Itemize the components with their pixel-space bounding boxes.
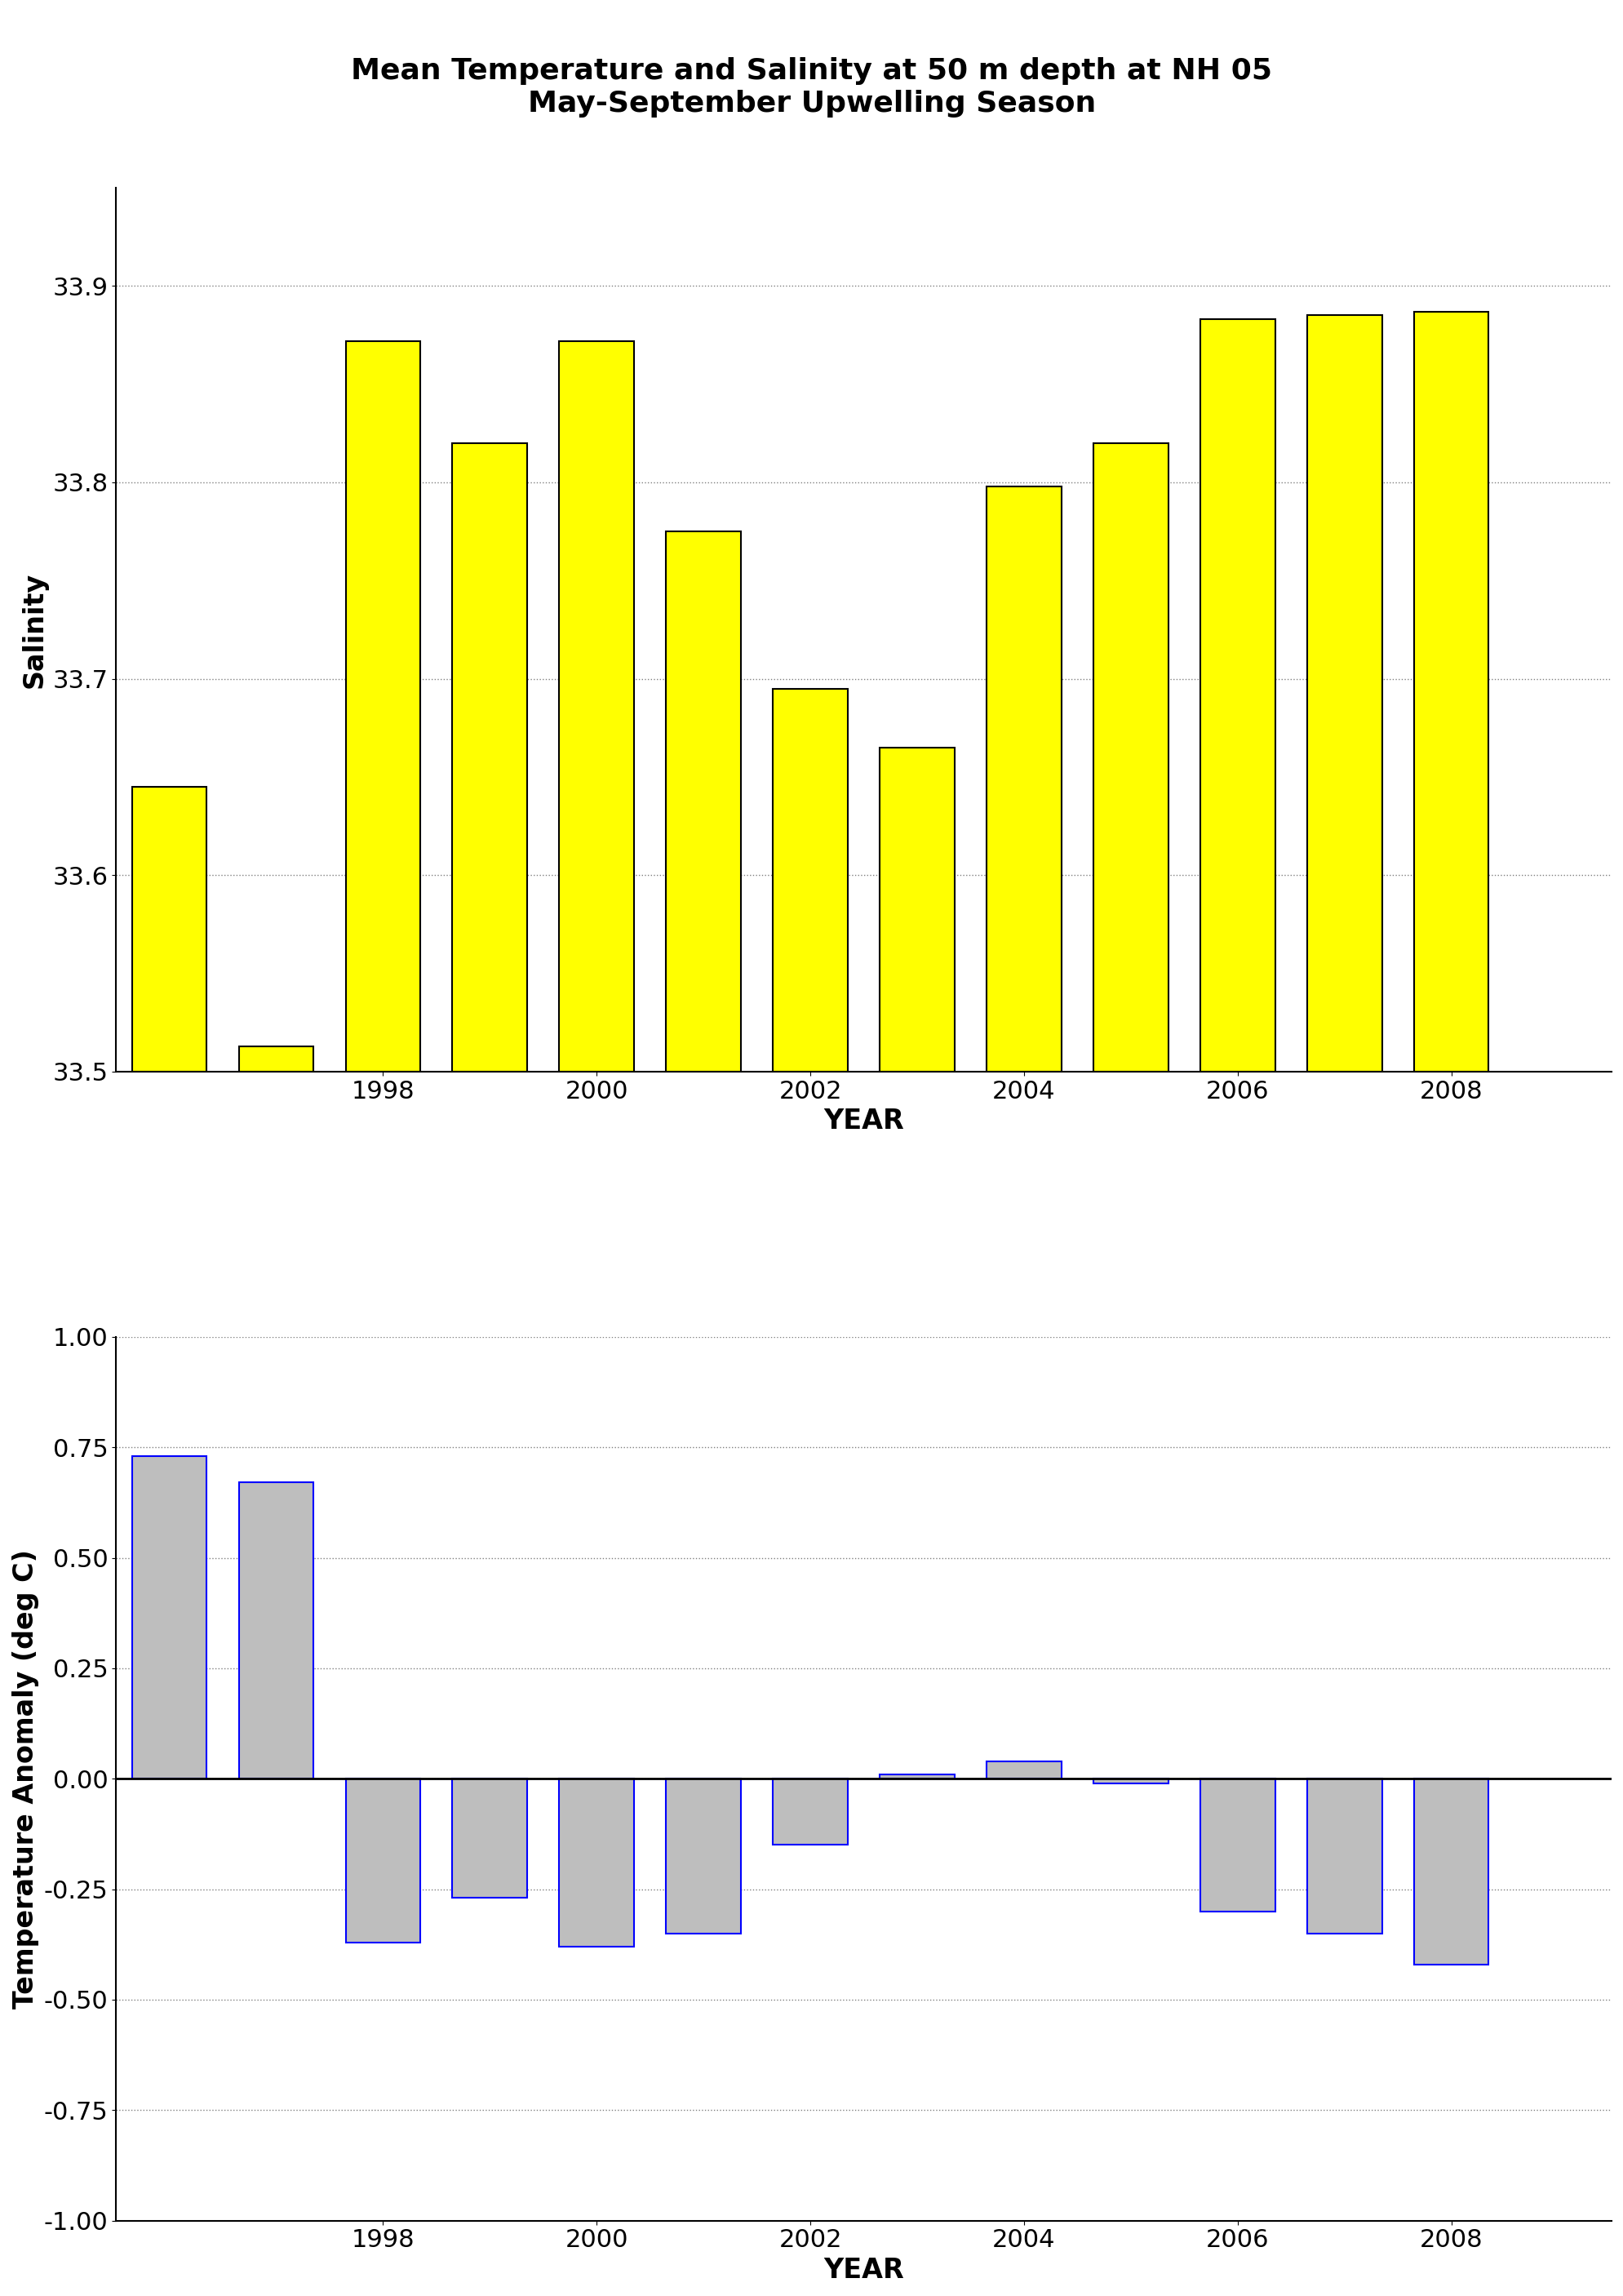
- Bar: [453, 1779, 527, 1899]
- Bar: [453, 443, 527, 1072]
- Bar: [1199, 1779, 1274, 1910]
- Bar: [880, 748, 954, 1072]
- Bar: [773, 1779, 847, 1846]
- Bar: [665, 1779, 740, 1933]
- Bar: [1307, 315, 1381, 1072]
- Text: Mean Temperature and Salinity at 50 m depth at NH 05
May-September Upwelling Sea: Mean Temperature and Salinity at 50 m de…: [351, 57, 1272, 117]
- Bar: [558, 340, 633, 1072]
- Bar: [1092, 1779, 1167, 1784]
- Bar: [1414, 1779, 1488, 1965]
- Y-axis label: Salinity: Salinity: [21, 572, 47, 689]
- Bar: [1307, 1779, 1381, 1933]
- Bar: [1092, 443, 1167, 1072]
- Bar: [346, 340, 420, 1072]
- Bar: [773, 689, 847, 1072]
- Y-axis label: Temperature Anomaly (deg C): Temperature Anomaly (deg C): [13, 1550, 39, 2009]
- Bar: [1199, 319, 1274, 1072]
- Bar: [239, 1483, 313, 1779]
- Bar: [665, 530, 740, 1072]
- Bar: [987, 1761, 1061, 1779]
- X-axis label: YEAR: YEAR: [823, 1107, 904, 1134]
- Bar: [987, 487, 1061, 1072]
- Bar: [346, 1779, 420, 1942]
- Bar: [880, 1775, 954, 1779]
- Bar: [131, 788, 206, 1072]
- Bar: [239, 1047, 313, 1072]
- Bar: [1414, 312, 1488, 1072]
- Bar: [558, 1779, 633, 1947]
- Bar: [131, 1456, 206, 1779]
- X-axis label: YEAR: YEAR: [823, 2257, 904, 2285]
